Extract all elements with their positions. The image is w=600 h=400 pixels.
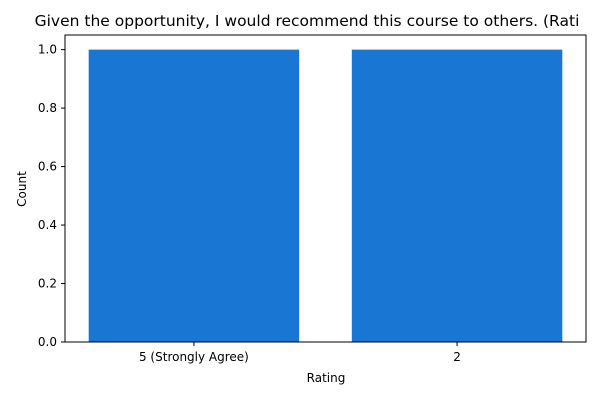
y-tick-label-0: 0.0 [38,335,57,349]
y-axis-label: Count [15,171,29,207]
y-tick-label-4: 0.8 [38,101,57,115]
y-tick-label-3: 0.6 [38,160,57,174]
bars-group [88,49,563,342]
y-tick-label-1: 0.2 [38,277,57,291]
bar-1 [351,49,563,342]
x-axis-label: Rating [307,371,346,385]
y-tick-label-5: 1.0 [38,43,57,57]
bar-0 [88,49,300,342]
plot-frame [64,34,587,343]
x-tick-label-0: 5 (Strongly Agree) [139,350,249,364]
y-tick-label-2: 0.4 [38,218,57,232]
x-tick-label-1: 2 [453,350,461,364]
chart-title: Given the opportunity, I would recommend… [35,12,580,30]
y-axis-ticks: 0.0 0.2 0.4 0.6 0.8 1.0 [38,43,65,349]
x-axis-ticks: 5 (Strongly Agree) 2 [139,342,461,364]
